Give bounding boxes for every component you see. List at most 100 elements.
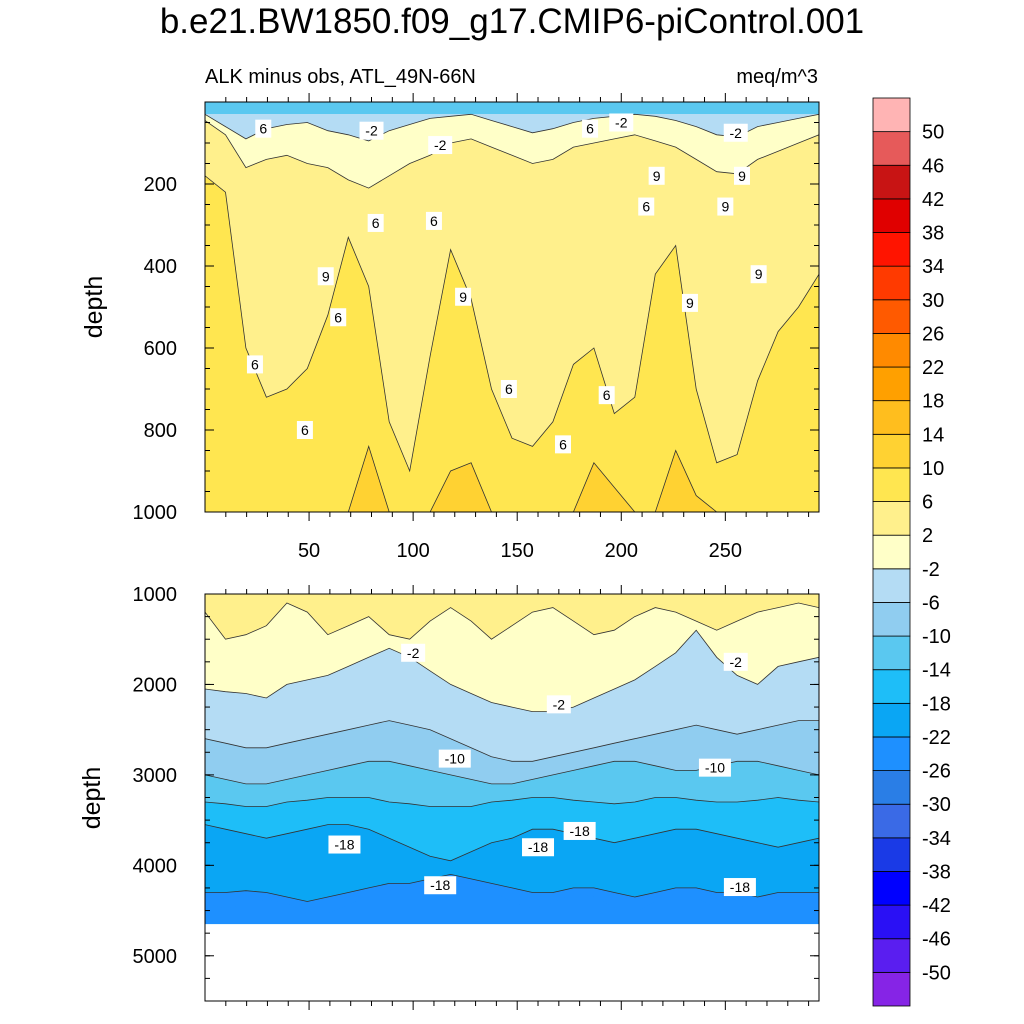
contour-label: 9 [648, 166, 665, 185]
contour-label-text: -10 [445, 751, 465, 767]
colorbar-tick-label: -2 [922, 559, 940, 581]
contour-label-text: -18 [528, 839, 548, 855]
contour-label-box [455, 287, 472, 306]
colorbar-swatch [872, 602, 911, 637]
contour-label-text: -2 [434, 137, 447, 153]
colorbar-swatch [872, 635, 911, 671]
contour-label-box [609, 113, 634, 132]
contour-label-box [317, 267, 334, 286]
contour-label-box [425, 211, 442, 230]
colorbar-swatch [872, 904, 911, 940]
colorbar-swatch [872, 501, 911, 536]
x-tick-label: 100 [396, 540, 429, 562]
contour-label-box [638, 197, 655, 216]
contour-label-text: 9 [459, 289, 467, 305]
y-tick-label: 3000 [133, 765, 178, 787]
colorbar-swatch [872, 837, 911, 872]
contour-label-text: -18 [430, 877, 450, 893]
contour-line [205, 824, 819, 862]
contour-label: -18 [723, 878, 756, 897]
contour-label-text: 9 [653, 168, 661, 184]
contour-label: -2 [546, 695, 571, 714]
contour-label: -2 [609, 113, 634, 132]
contour-label-text: -10 [705, 760, 725, 776]
contour-line [205, 629, 819, 712]
colorbar-swatch [872, 669, 911, 704]
contour-label-box [554, 435, 571, 454]
y-tick-label: 400 [144, 256, 177, 278]
y-tick-label: 200 [144, 174, 177, 196]
contour-line [205, 120, 819, 189]
contour-label-text: 9 [721, 199, 729, 215]
colorbar-tick-label: 26 [922, 323, 944, 345]
contour-label-box [733, 166, 750, 185]
contour-label-box [424, 876, 457, 895]
contour-label-box [328, 835, 361, 854]
colorbar-swatch [872, 265, 911, 301]
colorbar-tick-label: -6 [922, 592, 940, 614]
contour-line [205, 602, 819, 640]
variable-label: ALK minus obs, ATL_49N-66N [205, 66, 476, 88]
upper-contour-lines [205, 113, 819, 512]
lower-axes: 1000 2000 3000 4000 5000 [133, 584, 819, 1010]
colorbar-tick-label: -38 [922, 861, 951, 883]
colorbar-swatch [872, 871, 911, 906]
colorbar-tick-label: 22 [922, 357, 944, 379]
colorbar-tick-label: -46 [922, 929, 951, 951]
colorbar-tick-label: 6 [922, 492, 933, 514]
contour-label-text: 9 [322, 268, 330, 284]
contour-label-text: 6 [259, 121, 267, 137]
colorbar-tick-label: -30 [922, 794, 951, 816]
contour-label: 6 [330, 308, 347, 327]
contour-label-box [750, 265, 767, 284]
contour-label-text: 6 [505, 381, 513, 397]
contour-label-text: -2 [365, 123, 378, 139]
contour-label: 9 [717, 197, 734, 216]
x-tick-label: 150 [501, 540, 534, 562]
contour-band [205, 102, 819, 114]
contour-label-text: 9 [738, 168, 746, 184]
contour-line [205, 175, 819, 473]
contour-label-text: 6 [603, 387, 611, 403]
contour-label-box [648, 166, 665, 185]
contour-label-box [296, 421, 313, 439]
colorbar-tick-label: -10 [922, 626, 951, 648]
contour-label: 9 [681, 293, 698, 312]
contour-label: -2 [723, 123, 748, 142]
x-tick-label: 50 [298, 540, 320, 562]
contour-label-text: 6 [430, 213, 438, 229]
contour-label-box [500, 380, 517, 398]
colorbar-tick-label: 2 [922, 525, 933, 547]
contour-label: -18 [424, 876, 457, 895]
contour-label-text: -2 [730, 125, 743, 141]
contour-label-text: -2 [407, 645, 420, 661]
contour-label: -10 [698, 758, 731, 777]
contour-label: 9 [750, 265, 767, 284]
y-tick-label: 2000 [133, 674, 178, 696]
colorbar-tick-label: 42 [922, 189, 944, 211]
contour-line [205, 113, 819, 142]
colorbar-swatch [872, 366, 911, 402]
contour-label-text: 6 [334, 309, 342, 325]
colorbar-tick-label: -14 [922, 660, 951, 682]
contour-label-text: 6 [251, 356, 259, 372]
contour-label-text: 9 [755, 266, 763, 282]
contour-label: -2 [723, 652, 748, 671]
colorbar-tick-label: -42 [922, 895, 951, 917]
colorbar-swatch [872, 702, 911, 738]
contour-label-box [698, 758, 731, 777]
colorbar-tick-label: 14 [922, 424, 944, 446]
colorbar-swatch [872, 232, 911, 267]
y-tick-label: 800 [144, 420, 177, 442]
colorbar-tick-label: 30 [922, 290, 944, 312]
chart-title: b.e21.BW1850.f09_g17.CMIP6-piControl.001 [159, 2, 865, 41]
colorbar-swatch [872, 534, 911, 570]
contour-label-box [563, 821, 596, 840]
contour-label: 6 [598, 386, 615, 405]
colorbar-tick-label: -34 [922, 828, 951, 850]
colorbar-swatch [872, 198, 911, 233]
colorbar-tick-label: -26 [922, 761, 951, 783]
